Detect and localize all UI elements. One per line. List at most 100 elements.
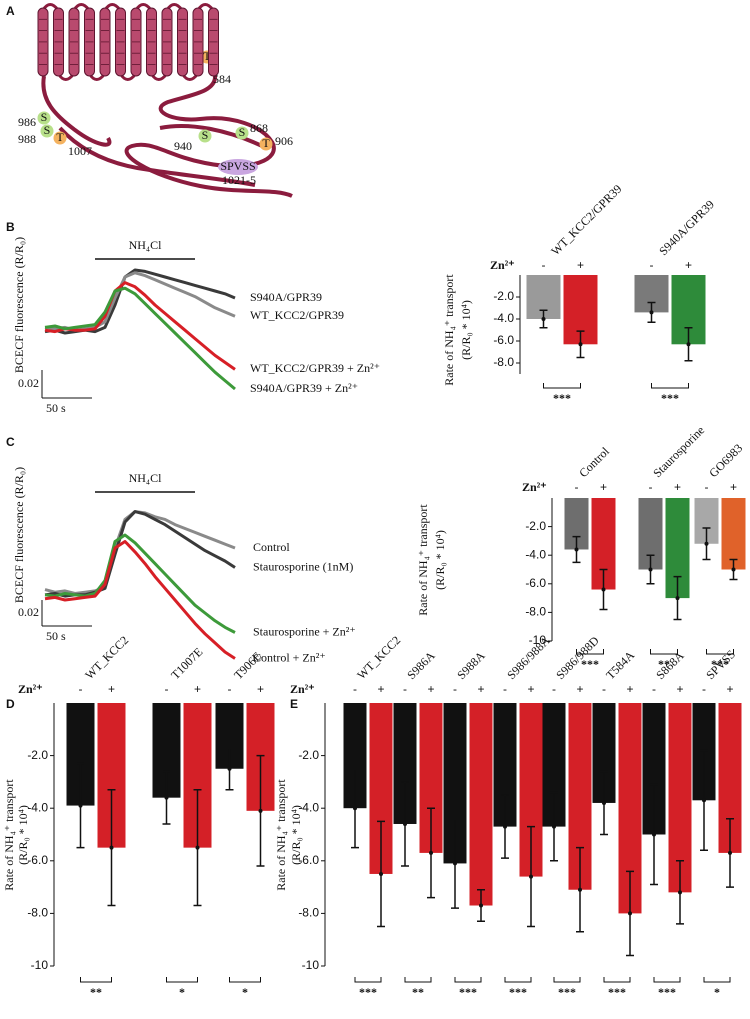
significance-bracket bbox=[543, 383, 581, 389]
scale-bar-y-label: 0.02 bbox=[18, 605, 39, 619]
category-label: Control bbox=[576, 444, 612, 480]
significance-label: ** bbox=[90, 985, 102, 999]
category-label: T1007E bbox=[168, 645, 205, 682]
significance-bracket bbox=[650, 649, 678, 655]
zn-condition-label: - bbox=[228, 682, 232, 696]
group-label: Zn²⁺ bbox=[490, 258, 515, 272]
significance-bracket bbox=[653, 977, 681, 983]
motif-position: 1021-5 bbox=[222, 173, 256, 187]
site-residue: S bbox=[41, 110, 48, 124]
significance-label: *** bbox=[459, 985, 477, 999]
loop bbox=[58, 126, 256, 187]
category-label: SPVSS bbox=[703, 647, 738, 682]
y-axis-label: (R/R₀ * 10⁴) bbox=[433, 530, 447, 590]
site-marker bbox=[53, 131, 67, 145]
zn-condition-label: - bbox=[79, 682, 83, 696]
group-label: Zn²⁺ bbox=[522, 480, 547, 494]
stimulus-label: NH₄Cl bbox=[129, 471, 163, 485]
scale-bar-x-label: 50 s bbox=[46, 629, 66, 643]
significance-bracket bbox=[504, 977, 532, 983]
category-label: WT_KCC2/GPR39 bbox=[548, 182, 624, 258]
bar bbox=[393, 703, 417, 824]
legend-label: Control bbox=[253, 540, 290, 554]
bar bbox=[721, 498, 746, 570]
motif-marker bbox=[218, 159, 258, 175]
mean-point bbox=[453, 861, 457, 866]
y-axis-label: (R/R₀ * 10⁴) bbox=[289, 805, 303, 865]
legend-label: S940A/GPR39 + Zn²⁺ bbox=[250, 381, 358, 395]
site-marker bbox=[259, 137, 273, 151]
panel-label: E bbox=[290, 697, 298, 711]
trace-line bbox=[44, 510, 236, 598]
category-label: GO6983 bbox=[706, 441, 745, 480]
y-axis-label: Rate of NH₄⁺ transport bbox=[274, 779, 288, 891]
significance-label: ** bbox=[412, 985, 424, 999]
significance-label: *** bbox=[711, 657, 729, 671]
category-label: S986A bbox=[404, 648, 438, 682]
mean-point bbox=[164, 795, 169, 800]
y-tick-label: -2.0 bbox=[525, 519, 546, 533]
zn-condition-label: + bbox=[527, 682, 534, 696]
bar bbox=[668, 703, 692, 893]
y-tick-label: -2.0 bbox=[298, 748, 319, 762]
legend-label: Staurosporine + Zn²⁺ bbox=[253, 624, 356, 638]
zn-condition-label: + bbox=[108, 682, 115, 696]
significance-bracket bbox=[454, 977, 482, 983]
panel-label: B bbox=[6, 220, 15, 234]
mean-point bbox=[578, 342, 583, 347]
y-tick-label: -4.0 bbox=[298, 800, 319, 814]
zn-condition-label: - bbox=[403, 682, 407, 696]
mean-point bbox=[648, 567, 653, 572]
zn-condition-label: + bbox=[194, 682, 201, 696]
y-axis-label: BCECF fluorescence (R/R₀) bbox=[12, 467, 26, 603]
y-axis-label: Rate of NH₄⁺ transport bbox=[2, 779, 16, 891]
site-marker bbox=[40, 124, 54, 138]
site-position: 868 bbox=[250, 121, 268, 135]
mean-point bbox=[649, 310, 654, 315]
mean-point bbox=[602, 800, 606, 805]
zn-condition-label: + bbox=[577, 258, 584, 272]
y-axis-label: Rate of NH₄⁺ transport bbox=[442, 274, 456, 386]
mean-point bbox=[479, 903, 483, 908]
mean-point bbox=[529, 874, 533, 879]
scale-bar-x-label: 50 s bbox=[46, 401, 66, 415]
zn-condition-label: + bbox=[477, 682, 484, 696]
y-tick-label: -4.0 bbox=[525, 547, 546, 561]
y-tick-label: -8.0 bbox=[27, 906, 48, 920]
mean-point bbox=[541, 317, 546, 321]
y-tick-label: -10 bbox=[31, 958, 49, 972]
zn-condition-label: - bbox=[602, 682, 606, 696]
group-label: Zn²⁺ bbox=[18, 682, 43, 696]
site-marker bbox=[198, 129, 212, 143]
bar bbox=[343, 703, 367, 809]
y-tick-label: -2.0 bbox=[27, 748, 48, 762]
zn-condition-label: - bbox=[702, 682, 706, 696]
y-tick-label: -6.0 bbox=[27, 853, 48, 867]
mean-point bbox=[109, 845, 114, 850]
legend-label: Staurosporine (1nM) bbox=[253, 559, 353, 573]
mean-point bbox=[379, 871, 383, 876]
bar bbox=[443, 703, 467, 864]
significance-label: * bbox=[242, 985, 248, 999]
zn-condition-label: + bbox=[626, 682, 633, 696]
mean-point bbox=[429, 850, 433, 855]
significance-bracket bbox=[576, 649, 604, 655]
significance-bracket bbox=[404, 977, 432, 983]
significance-bracket bbox=[603, 977, 631, 983]
mean-point bbox=[353, 806, 357, 811]
zn-condition-label: + bbox=[730, 480, 737, 494]
mean-point bbox=[728, 850, 732, 855]
mean-point bbox=[704, 541, 709, 546]
legend-label: S940A/GPR39 bbox=[250, 290, 322, 304]
zn-condition-label: - bbox=[552, 682, 556, 696]
site-marker bbox=[235, 126, 249, 140]
legend-label: WT_KCC2/GPR39 + Zn²⁺ bbox=[250, 361, 380, 375]
y-axis-label: BCECF fluorescence (R/R₀) bbox=[12, 237, 26, 373]
mean-point bbox=[227, 766, 232, 771]
y-tick-label: -2.0 bbox=[493, 289, 514, 303]
significance-bracket bbox=[703, 977, 731, 983]
bar bbox=[718, 703, 742, 853]
significance-label: *** bbox=[658, 985, 676, 999]
